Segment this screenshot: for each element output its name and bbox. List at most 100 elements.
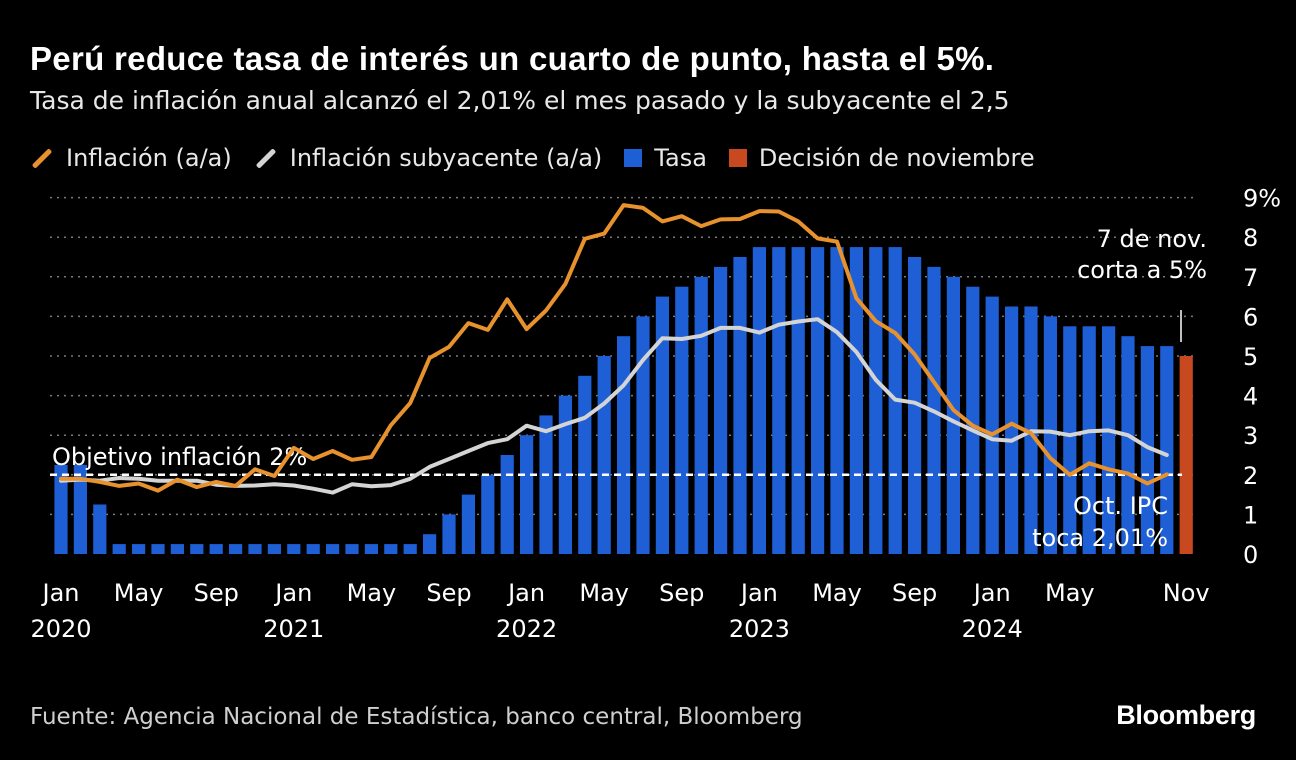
x-tick-year: 2020 [30,615,91,643]
bloomberg-logo: Bloomberg [1116,700,1256,730]
x-tick-label: Jan [273,579,312,607]
legend-item-inflation: Inflación (a/a) [30,144,232,172]
annotation-decision-line1: 7 de nov. [1097,225,1207,253]
legend-decision-swatch [728,149,747,167]
rate-bar [985,296,999,554]
annotation-decision-line2: corta a 5% [1077,256,1207,284]
x-tick-label: Sep [659,579,704,607]
y-tick-label: 4 [1243,383,1258,411]
rate-bar [636,316,650,554]
rate-bar [500,455,514,554]
rate-bar [364,544,378,554]
rate-bar [578,375,592,554]
legend-inflation-label: Inflación (a/a) [66,144,232,172]
y-tick-label: 5 [1243,343,1258,371]
x-tick-label: Jan [506,579,545,607]
y-tick-label: 8 [1243,224,1258,252]
legend-rate-label: Tasa [654,144,707,172]
rate-bar [675,286,689,554]
rate-bar [93,504,107,554]
x-tick-label: May [114,579,164,607]
legend-core-label: Inflación subyacente (a/a) [289,144,603,172]
rate-bar [345,544,359,554]
chart-subtitle: Tasa de inflación anual alcanzó el 2,01%… [30,86,1010,115]
rate-bar [73,464,87,554]
rate-bar [306,544,320,554]
rate-bar [1063,326,1077,554]
legend-decision-label: Decisión de noviembre [758,144,1035,172]
rate-bar [966,286,980,554]
rate-bar [461,494,475,554]
y-tick-label: 3 [1243,422,1258,450]
y-tick-label: 6 [1243,303,1258,331]
rate-bar [151,544,165,554]
chart-plot: 0 1 2 3 4 5 6 7 8 9% Objetivo inflación 2% Jan 2020 M… [30,185,1281,643]
rate-bar [326,544,340,554]
x-tick-label: Sep [892,579,937,607]
rate-bar [248,544,262,554]
rate-bar [190,544,204,554]
rate-bar [791,247,805,554]
x-tick-label: Jan [739,579,778,607]
rate-bar [112,544,126,554]
legend-rate-swatch [624,149,643,167]
rate-bar [1102,326,1116,554]
x-tick-label: May [579,579,629,607]
rate-bar [423,534,437,554]
rate-bar [170,544,184,554]
legend-item-core: Inflación subyacente (a/a) [254,144,603,172]
rate-bar [849,247,863,554]
rate-bar [830,247,844,554]
x-tick-year: 2021 [263,615,324,643]
x-tick-label: Jan [972,579,1011,607]
y-tick-label: 2 [1243,462,1258,490]
x-tick-year: 2022 [496,615,557,643]
x-tick-year: 2024 [962,615,1023,643]
x-tick-label: May [1045,579,1095,607]
y-tick-label: 0 [1243,541,1258,569]
x-tick-label: Sep [426,579,471,607]
legend-item-decision: Decisión de noviembre [728,144,1035,172]
rate-bar [558,395,572,554]
rate-bar [1140,346,1154,554]
rate-bar [1005,306,1019,554]
legend-item-rate: Tasa [624,144,707,172]
decision-bar [1179,356,1193,554]
rate-bar [442,514,456,554]
annotation-cpi-line2: toca 2,01% [1032,524,1168,552]
rate-bar [946,276,960,554]
inflation-line [59,203,1169,493]
rate-bar [1082,326,1096,554]
annotation-cpi-line1: Oct. IPC [1073,492,1168,520]
rate-bar [714,266,728,554]
rate-bar [267,544,281,554]
rate-bar [811,247,825,554]
rate-bar [597,356,611,554]
rate-bar [403,544,417,554]
rate-bar [481,474,495,554]
rate-bar [655,296,669,554]
x-tick-year: 2023 [729,615,790,643]
legend: Inflación (a/a) Inflación subyacente (a/… [30,142,1057,174]
core-inflation-line [59,317,1169,495]
rate-bar [1160,346,1174,554]
x-tick-label: May [812,579,862,607]
rate-bar [229,544,243,554]
source-note: Fuente: Agencia Nacional de Estadística,… [30,704,803,730]
x-tick-label: Jan [41,579,80,607]
rate-bar [752,247,766,554]
rate-bar [1121,336,1135,554]
rate-bar [54,464,68,554]
rate-bar [772,247,786,554]
target-label: Objetivo inflación 2% [52,443,307,471]
rate-bar [617,336,631,554]
rate-bar [1043,316,1057,554]
rate-bar [132,544,146,554]
rate-bar [733,257,747,554]
y-tick-label: 7 [1243,264,1258,292]
rate-bar [287,544,301,554]
rate-bar [539,415,553,554]
rate-bar [908,257,922,554]
x-tick-label: Nov [1163,579,1210,607]
x-tick-label: May [347,579,397,607]
